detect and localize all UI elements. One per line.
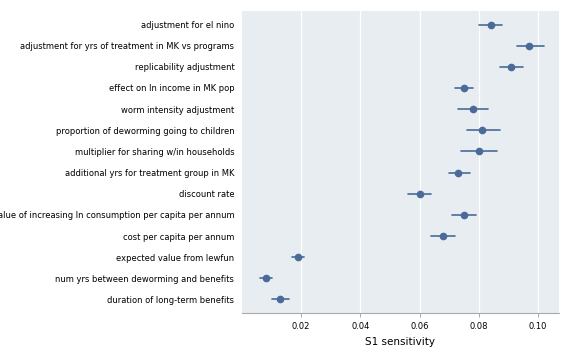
X-axis label: S1 sensitivity: S1 sensitivity bbox=[365, 337, 435, 347]
